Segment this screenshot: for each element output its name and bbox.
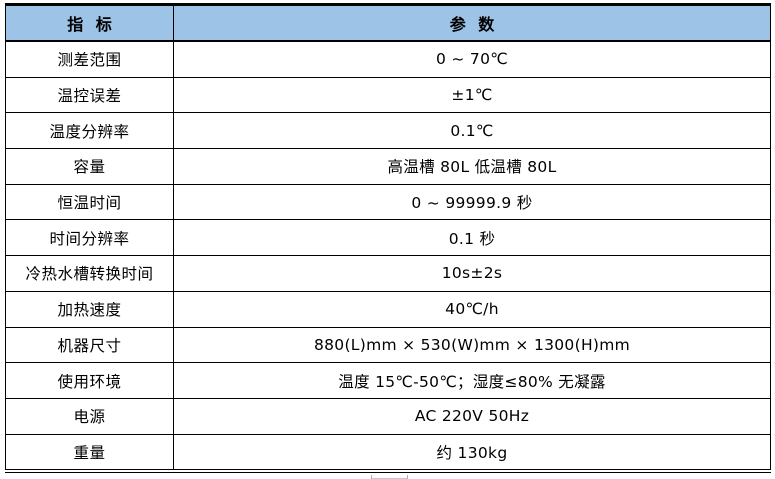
row-label: 冷热水槽转换时间 (5, 255, 174, 292)
table-header-row: 指 标 参 数 (5, 4, 771, 42)
row-value: 约 130kg (173, 433, 771, 472)
row-label: 重量 (5, 433, 174, 472)
row-value: 高温槽 80L 低温槽 80L (173, 148, 771, 185)
row-label: 测差范围 (5, 40, 174, 78)
row-label: 容量 (5, 148, 174, 185)
row-value: ±1℃ (173, 76, 771, 114)
row-label: 时间分辨率 (5, 219, 174, 257)
row-value: 温度 15℃-50℃；湿度≤80% 无凝露 (173, 362, 771, 399)
row-label: 机器尺寸 (5, 326, 174, 364)
row-value: 10s±2s (173, 255, 771, 292)
row-label: 使用环境 (5, 362, 174, 399)
table-row: 时间分辨率 0.1 秒 (5, 219, 771, 257)
row-label: 温度分辨率 (5, 112, 174, 150)
table-row: 容量 高温槽 80L 低温槽 80L (5, 148, 771, 185)
row-label: 加热速度 (5, 290, 174, 328)
table-row: 冷热水槽转换时间 10s±2s (5, 255, 771, 292)
header-parameter: 参 数 (173, 4, 771, 42)
row-value: 0.1 秒 (173, 219, 771, 257)
spec-table: 指 标 参 数 测差范围 0 ~ 70℃ 温控误差 ±1℃ 温度分辨率 0.1℃… (5, 3, 771, 474)
table-row: 测差范围 0 ~ 70℃ (5, 40, 771, 78)
table-row: 温控误差 ±1℃ (5, 76, 771, 114)
table-row: 机器尺寸 880(L)mm × 530(W)mm × 1300(H)mm (5, 326, 771, 364)
row-value: 0 ~ 99999.9 秒 (173, 183, 771, 221)
table-row: 重量 约 130kg (5, 433, 771, 472)
row-label: 恒温时间 (5, 183, 174, 221)
cropped-next-table-fragment (407, 475, 408, 479)
row-value: 40℃/h (173, 290, 771, 328)
table-row: 温度分辨率 0.1℃ (5, 112, 771, 150)
row-label: 温控误差 (5, 76, 174, 114)
header-indicator: 指 标 (5, 4, 174, 42)
table-row: 电源 AC 220V 50Hz (5, 397, 771, 435)
row-value: 880(L)mm × 530(W)mm × 1300(H)mm (173, 326, 771, 364)
cropped-next-table-fragment (371, 475, 372, 479)
row-value: 0 ~ 70℃ (173, 40, 771, 78)
row-label: 电源 (5, 397, 174, 435)
row-value: AC 220V 50Hz (173, 397, 771, 435)
table-row: 使用环境 温度 15℃-50℃；湿度≤80% 无凝露 (5, 362, 771, 399)
table-row: 恒温时间 0 ~ 99999.9 秒 (5, 183, 771, 221)
table-row: 加热速度 40℃/h (5, 290, 771, 328)
row-value: 0.1℃ (173, 112, 771, 150)
